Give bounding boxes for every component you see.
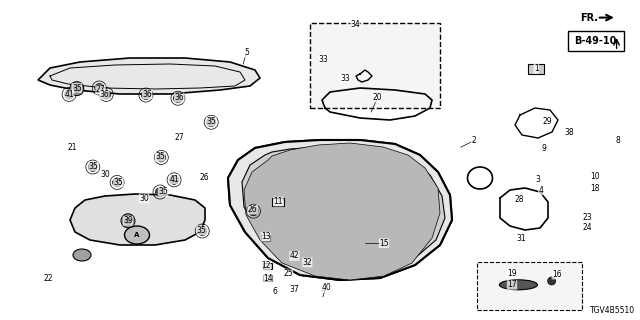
Text: 26: 26	[248, 205, 258, 214]
Text: 35: 35	[88, 162, 99, 171]
Text: 8: 8	[615, 136, 620, 145]
Text: 27: 27	[174, 133, 184, 142]
Text: 18: 18	[591, 184, 600, 193]
FancyBboxPatch shape	[528, 64, 544, 74]
Text: 32: 32	[302, 258, 312, 267]
Circle shape	[70, 82, 84, 96]
Text: TGV4B5510: TGV4B5510	[590, 306, 635, 315]
Text: 36: 36	[142, 90, 152, 99]
Circle shape	[88, 163, 97, 172]
Text: 4: 4	[538, 186, 543, 195]
Text: 35: 35	[158, 188, 168, 196]
Text: 35: 35	[206, 117, 216, 126]
FancyBboxPatch shape	[273, 197, 284, 206]
Text: 12: 12	[261, 261, 270, 270]
FancyBboxPatch shape	[568, 31, 623, 51]
Circle shape	[198, 227, 207, 236]
Text: 14: 14	[262, 274, 273, 283]
Circle shape	[113, 178, 122, 187]
Text: 31: 31	[516, 234, 527, 243]
Text: 11: 11	[274, 197, 283, 206]
Circle shape	[65, 90, 74, 99]
Text: 35: 35	[155, 152, 165, 161]
Text: 42: 42	[289, 252, 300, 260]
Circle shape	[95, 84, 104, 92]
Ellipse shape	[73, 249, 91, 261]
Polygon shape	[228, 140, 452, 280]
Text: 9: 9	[541, 144, 547, 153]
Text: 39: 39	[123, 216, 133, 225]
Text: 1: 1	[534, 64, 539, 73]
FancyBboxPatch shape	[477, 262, 582, 310]
Text: 35: 35	[72, 84, 82, 92]
Text: 17: 17	[507, 280, 517, 289]
Text: 40: 40	[321, 284, 332, 292]
Text: 25: 25	[283, 269, 293, 278]
Text: 16: 16	[552, 270, 562, 279]
Ellipse shape	[499, 280, 538, 290]
Text: 2: 2	[471, 136, 476, 145]
Polygon shape	[38, 58, 260, 94]
Polygon shape	[244, 143, 440, 280]
Circle shape	[207, 118, 216, 127]
Text: 27: 27	[95, 85, 106, 94]
Text: A: A	[134, 232, 140, 238]
Text: 33: 33	[318, 55, 328, 64]
Circle shape	[125, 217, 131, 224]
Text: 35: 35	[196, 226, 207, 235]
Text: 22: 22	[44, 274, 52, 283]
FancyBboxPatch shape	[310, 23, 440, 108]
Text: 3: 3	[535, 175, 540, 184]
Text: 34: 34	[350, 20, 360, 28]
Polygon shape	[70, 194, 205, 245]
Text: 26: 26	[200, 173, 210, 182]
Text: 33: 33	[340, 74, 351, 83]
FancyBboxPatch shape	[261, 236, 270, 241]
Circle shape	[141, 91, 150, 100]
Text: FR.: FR.	[580, 12, 598, 23]
Ellipse shape	[125, 226, 150, 244]
Circle shape	[249, 207, 258, 216]
Circle shape	[102, 90, 111, 99]
Text: 37: 37	[289, 285, 300, 294]
Text: 5: 5	[244, 48, 249, 57]
FancyBboxPatch shape	[263, 263, 272, 268]
Circle shape	[170, 175, 179, 184]
Text: 13: 13	[260, 232, 271, 241]
Text: 20: 20	[372, 93, 383, 102]
Text: 23: 23	[582, 213, 593, 222]
Text: 29: 29	[542, 117, 552, 126]
Text: 28: 28	[515, 196, 524, 204]
Text: 36: 36	[99, 90, 109, 99]
Circle shape	[121, 214, 135, 228]
Text: 35: 35	[113, 178, 124, 187]
Text: B-49-10: B-49-10	[575, 36, 617, 46]
Text: 41: 41	[169, 175, 179, 184]
Text: 24: 24	[582, 223, 593, 232]
Text: 41: 41	[64, 90, 74, 99]
Text: 6: 6	[273, 287, 278, 296]
Circle shape	[173, 94, 182, 103]
Text: 30: 30	[100, 170, 111, 179]
Text: 7: 7	[321, 290, 326, 299]
Text: 36: 36	[174, 93, 184, 102]
Text: 38: 38	[564, 128, 575, 137]
Circle shape	[157, 153, 166, 162]
Polygon shape	[242, 147, 445, 272]
Circle shape	[74, 85, 80, 92]
Circle shape	[156, 188, 164, 196]
Text: 30: 30	[139, 194, 149, 203]
Text: 10: 10	[590, 172, 600, 180]
Text: 19: 19	[507, 269, 517, 278]
Circle shape	[548, 277, 556, 285]
Text: 15: 15	[379, 239, 389, 248]
FancyBboxPatch shape	[263, 276, 272, 281]
Text: 21: 21	[68, 143, 77, 152]
